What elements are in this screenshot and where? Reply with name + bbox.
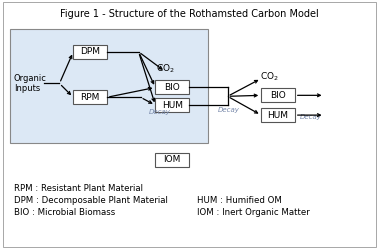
Text: IOM: IOM [163,155,181,164]
Text: Figure 1 - Structure of the Rothamsted Carbon Model: Figure 1 - Structure of the Rothamsted C… [60,9,318,19]
Text: BIO: BIO [164,83,180,92]
Text: CO$_2$: CO$_2$ [156,62,175,75]
Text: DPM : Decomposable Plant Material: DPM : Decomposable Plant Material [14,196,168,205]
FancyBboxPatch shape [155,80,189,94]
FancyBboxPatch shape [10,29,208,143]
Text: IOM : Inert Organic Matter: IOM : Inert Organic Matter [197,208,310,217]
Text: RPM : Resistant Plant Material: RPM : Resistant Plant Material [14,184,143,193]
Text: DPM: DPM [80,47,100,56]
Text: HUM: HUM [268,111,288,120]
Text: HUM: HUM [162,101,183,110]
FancyBboxPatch shape [261,108,295,122]
Text: HUM : Humified OM: HUM : Humified OM [197,196,282,205]
FancyBboxPatch shape [73,45,107,59]
FancyBboxPatch shape [155,153,189,167]
Text: BIO: BIO [270,91,286,100]
Text: Organic
Inputs: Organic Inputs [14,74,47,93]
Text: Decay: Decay [149,109,170,115]
Text: Decay: Decay [218,107,240,113]
FancyBboxPatch shape [73,90,107,104]
FancyBboxPatch shape [155,98,189,112]
Text: Decay: Decay [300,114,322,120]
Text: RPM: RPM [80,93,100,102]
Text: CO$_2$: CO$_2$ [260,70,279,83]
FancyBboxPatch shape [261,88,295,102]
Text: BIO : Microbial Biomass: BIO : Microbial Biomass [14,208,115,217]
